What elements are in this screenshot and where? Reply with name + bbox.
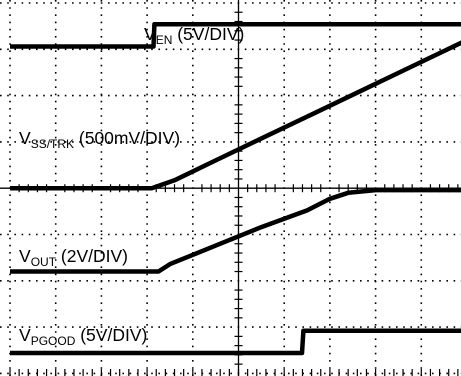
label-v-ss-trk: VSS/TRK (500mV/DIV) — [19, 128, 180, 151]
label-v-out: VOUT (2V/DIV) — [19, 246, 128, 269]
trace-v-out — [10, 187, 461, 274]
label-main: V — [19, 246, 31, 266]
label-v-pgood: VPGOOD (5V/DIV) — [19, 325, 147, 348]
label-main: V — [19, 325, 31, 345]
label-v-en: VEN (5V/DIV) — [144, 24, 244, 47]
label-subscript: EN — [156, 33, 173, 47]
label-subscript: SS/TRK — [31, 137, 74, 151]
label-main: V — [144, 24, 156, 44]
label-subscript: PGOOD — [31, 334, 76, 348]
label-scale: (5V/DIV) — [75, 325, 147, 345]
label-scale: (2V/DIV) — [56, 246, 128, 266]
label-subscript: OUT — [31, 255, 57, 269]
trace-labels: VEN (5V/DIV)VSS/TRK (500mV/DIV)VOUT (2V/… — [19, 24, 244, 348]
label-scale: (500mV/DIV) — [74, 128, 180, 148]
label-scale: (5V/DIV) — [172, 24, 244, 44]
waveform-traces — [10, 22, 461, 356]
label-main: V — [19, 128, 31, 148]
trace-v-en — [10, 22, 461, 49]
trace-v-pgood — [10, 328, 461, 356]
trace-v-ss-trk — [10, 40, 461, 191]
